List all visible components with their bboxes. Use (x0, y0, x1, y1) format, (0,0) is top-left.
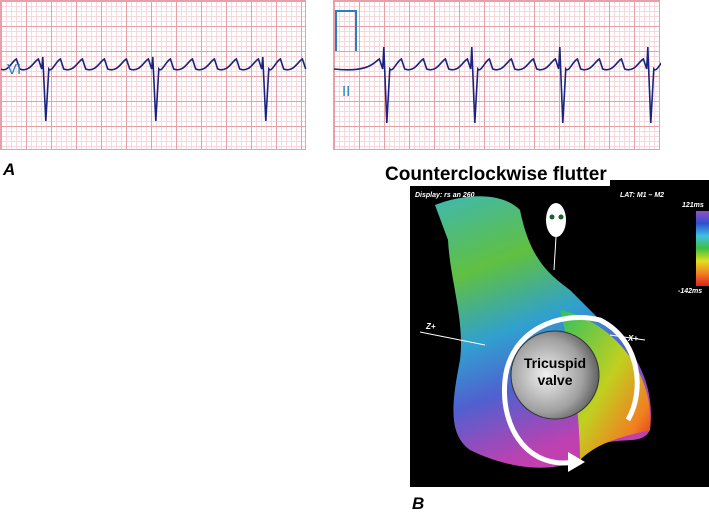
flutter-circuit-arrow (501, 315, 640, 466)
axis-z-label: Z+ (426, 322, 436, 331)
scale-max: 121ms (682, 202, 704, 209)
ecg-waveform-v1 (1, 56, 307, 122)
ecg-trace-v1 (1, 56, 307, 122)
lead-label-ii: II (342, 83, 351, 100)
ecg-strip-v1: VI (0, 0, 307, 150)
ecg-waveform-ii (334, 46, 661, 124)
valve-label-line2: valve (537, 372, 573, 388)
axis-x-label: X+ (628, 334, 639, 343)
color-scale-bar (696, 211, 709, 286)
ecg-strip-ii: II (333, 0, 661, 150)
display-text: Display: rs an 260 (415, 192, 475, 199)
map-title: Counterclockwise flutter (382, 164, 610, 186)
tricuspid-valve (510, 330, 600, 420)
ecg-trace-ii (334, 10, 661, 124)
valve-label: Tricuspid valve (511, 355, 599, 389)
lat-text: LAT: M1 – M2 (620, 192, 665, 199)
lead-label-v1: VI (7, 61, 22, 78)
scale-min: -142ms (678, 288, 703, 295)
panel-label-b: B (412, 494, 425, 513)
panel-label-a: A (3, 160, 16, 179)
activation-map: Display: rs an 260 LAT: M1 – M2 121ms -1… (410, 180, 709, 487)
valve-label-line1: Tricuspid (523, 355, 587, 371)
calibration-pulse (335, 10, 357, 51)
electrode-icon (546, 203, 566, 237)
